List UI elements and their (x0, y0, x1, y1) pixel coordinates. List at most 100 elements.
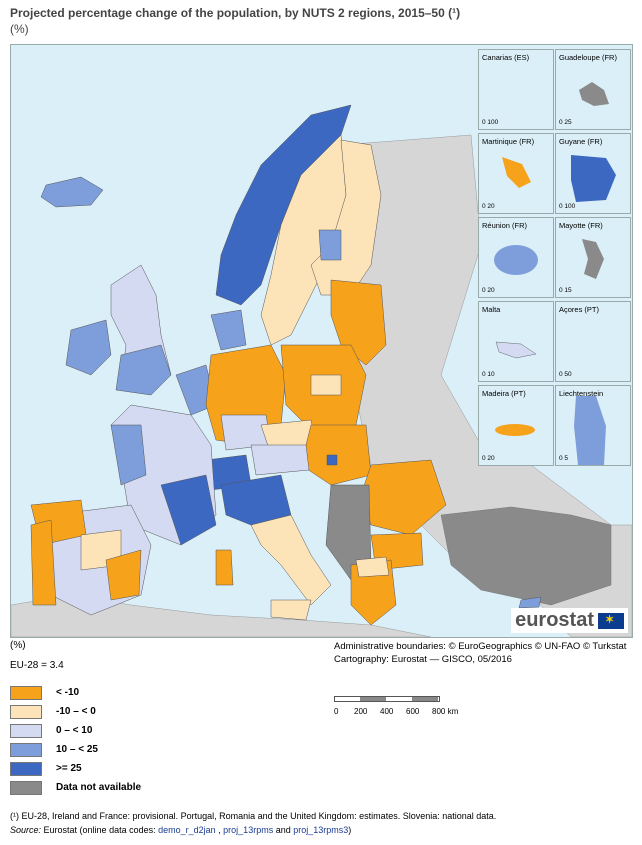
inset-reunion: Réunion (FR) 0 20 (478, 217, 554, 298)
inset-label: Guadeloupe (FR) (559, 53, 617, 62)
inset-scale: 0 15 (559, 287, 572, 294)
eu-flag-icon (598, 612, 624, 629)
scale-segment (412, 697, 438, 701)
credits-line-1: Administrative boundaries: © EuroGeograp… (334, 641, 627, 652)
scale-segment (360, 697, 386, 701)
scale-label: 800 km (432, 707, 459, 716)
legend-swatch (10, 761, 42, 776)
greece-north-region (355, 556, 390, 578)
eurostat-logo: eurostat (511, 608, 628, 633)
footnote-line-1: (¹) EU-28, Ireland and France: provision… (10, 811, 497, 821)
inset-canarias: Canarias (ES) 0 100 (478, 49, 554, 130)
austria-region (250, 444, 310, 476)
france-southeast-region (160, 474, 217, 546)
inset-label: Mayotte (FR) (559, 221, 603, 230)
legend-item: >= 25 (10, 759, 141, 778)
inset-label: Martinique (FR) (482, 137, 535, 146)
norway-region (215, 104, 352, 306)
turkey-land (440, 506, 612, 606)
inset-label: Madeira (PT) (482, 389, 526, 398)
iceland-region (40, 176, 104, 208)
inset-scale: 0 20 (482, 455, 495, 462)
liechtenstein-shape (574, 396, 606, 465)
legend-item: 10 – < 25 (10, 740, 141, 759)
data-code-link-1[interactable]: demo_r_d2jan (158, 825, 216, 835)
sardinia-region (215, 549, 234, 586)
inset-guyane: Guyane (FR) 0 100 (555, 133, 631, 214)
madeira-shape (495, 424, 535, 436)
inset-label: Canarias (ES) (482, 53, 530, 62)
data-code-link-2[interactable]: proj_13rpms (223, 825, 274, 835)
guyane-shape (571, 155, 616, 202)
map-credits: Administrative boundaries: © EuroGeograp… (334, 640, 626, 666)
cyprus-region (518, 596, 542, 609)
inset-label: Réunion (FR) (482, 221, 528, 230)
inset-scale: 0 20 (482, 287, 495, 294)
martinique-shape (502, 157, 531, 188)
inset-scale: 0 25 (559, 119, 572, 126)
inset-malta: Malta 0 10 (478, 301, 554, 382)
mayotte-shape (582, 239, 604, 279)
data-code-link-3[interactable]: proj_13rpms3 (293, 825, 349, 835)
legend-item: Data not available (10, 778, 141, 797)
budapest-region (326, 454, 338, 466)
map-title: Projected percentage change of the popul… (10, 6, 461, 20)
reunion-shape (494, 245, 538, 275)
separator: , (215, 825, 224, 835)
uk-south-region (115, 344, 172, 396)
spain-east-region (105, 549, 142, 601)
source-label: Source: (10, 825, 42, 835)
inset-label: Malta (482, 305, 501, 314)
inset-label: Liechtenstein (559, 389, 604, 398)
logo-text: eurostat (515, 609, 594, 631)
unit-label-bottom: (%) (10, 640, 26, 651)
scale-label: 600 (406, 707, 420, 716)
ireland-region (65, 319, 112, 376)
scale-bar: 0 200 400 600 800 km (334, 693, 458, 716)
legend-label: < -10 (56, 687, 80, 698)
legend-label: -10 – < 0 (56, 706, 96, 717)
legend-label: 0 – < 10 (56, 725, 93, 736)
legend-label: Data not available (56, 782, 142, 793)
legend-swatch (10, 780, 42, 795)
inset-liechtenstein: Liechtenstein 0 5 (555, 385, 631, 466)
legend-label: >= 25 (56, 763, 82, 774)
footnote: (¹) EU-28, Ireland and France: provision… (10, 809, 496, 837)
inset-scale: 0 100 (559, 203, 576, 210)
inset-scale: 0 5 (559, 455, 569, 462)
unit-label-top: (%) (10, 22, 29, 36)
legend-item: 0 – < 10 (10, 721, 141, 740)
legend-swatch (10, 742, 42, 757)
inset-scale: 0 20 (482, 203, 495, 210)
inset-madeira: Madeira (PT) 0 20 (478, 385, 554, 466)
inset-scale: 0 50 (559, 371, 572, 378)
legend-swatch (10, 704, 42, 719)
italy-south-region (250, 514, 332, 606)
inset-martinique: Martinique (FR) 0 20 (478, 133, 554, 214)
source-text: Eurostat (online data codes: (41, 825, 159, 835)
inset-label: Guyane (FR) (559, 137, 603, 146)
poland-fringe-region (310, 374, 342, 396)
inset-label: Açores (PT) (559, 305, 600, 314)
inset-scale: 0 100 (482, 119, 499, 126)
europe-map: Canarias (ES) 0 100 Guadeloupe (FR) 0 25… (10, 44, 633, 638)
legend-item: -10 – < 0 (10, 702, 141, 721)
scale-line (334, 696, 440, 702)
legend-label: 10 – < 25 (56, 744, 98, 755)
guadeloupe-shape (579, 82, 609, 106)
source-line: Source: Eurostat (online data codes: dem… (10, 823, 496, 837)
inset-mayotte: Mayotte (FR) 0 15 (555, 217, 631, 298)
inset-scale: 0 10 (482, 371, 495, 378)
eu-average-note: EU-28 = 3.4 (10, 660, 64, 671)
map-legend: < -10 -10 – < 0 0 – < 10 10 – < 25 >= 25… (10, 683, 141, 797)
france-west-region (110, 424, 147, 486)
inset-acores: Açores (PT) 0 50 (555, 301, 631, 382)
denmark-region (210, 309, 247, 351)
sicily-region (270, 599, 312, 621)
legend-item: < -10 (10, 683, 141, 702)
inset-guadeloupe: Guadeloupe (FR) 0 25 (555, 49, 631, 130)
credits-line-2: Cartography: Eurostat — GISCO, 05/2016 (334, 654, 512, 665)
malta-shape (495, 341, 537, 359)
legend-swatch (10, 685, 42, 700)
scale-label: 0 (334, 707, 339, 716)
